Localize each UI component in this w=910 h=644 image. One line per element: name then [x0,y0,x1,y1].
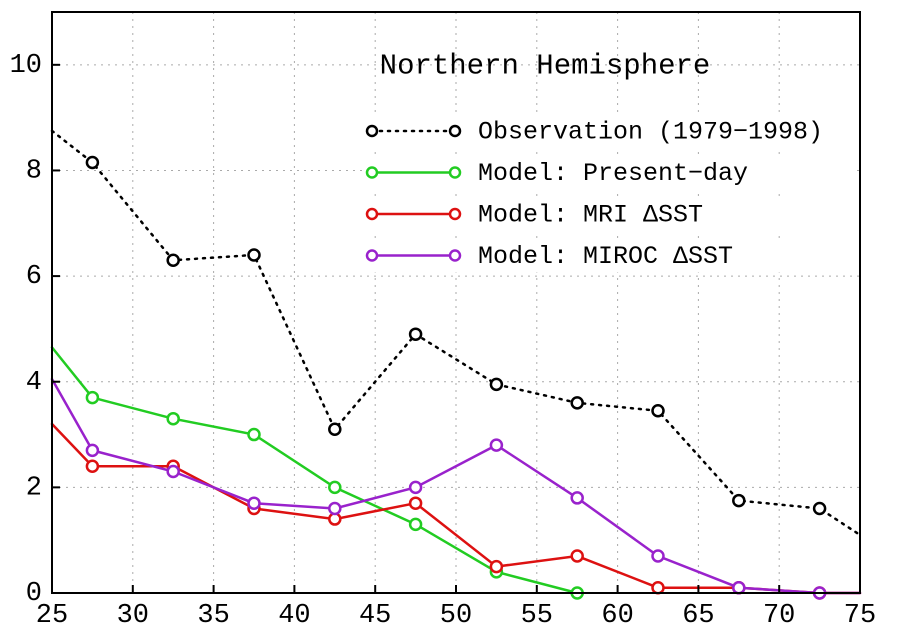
series-marker [166,253,180,267]
legend-label: Model: Present−day [478,159,748,188]
series-line [50,422,862,595]
series-marker [247,496,261,510]
series-marker [166,411,180,426]
series-marker [651,580,665,595]
series-marker [570,396,584,410]
x-tick-label: 75 [844,601,876,631]
x-tick-label: 50 [440,601,472,631]
series-marker [408,327,423,341]
legend-label: Model: MIROC ΔSST [478,242,733,271]
series-marker [408,517,423,532]
series-marker [85,443,100,458]
y-tick-label: 6 [26,262,42,292]
legend-label: Model: MRI ΔSST [478,201,703,230]
y-tick-label: 2 [26,473,42,503]
series-marker [489,559,504,574]
x-tick-label: 35 [197,601,229,631]
x-tick-label: 25 [36,601,68,631]
series-marker [732,493,746,508]
series-marker [489,438,504,452]
series-marker [328,501,342,516]
series-marker [489,377,504,392]
y-tick-label: 0 [26,579,42,609]
series-marker [732,580,746,595]
legend-marker [365,166,379,179]
y-tick-label: 10 [10,51,42,81]
legend-marker [365,249,379,262]
series-line [50,346,579,595]
y-tick-label: 4 [26,368,42,398]
y-tick-label: 8 [26,157,42,187]
series-marker [247,248,261,262]
series-marker [651,404,665,418]
series-marker [408,480,423,495]
x-tick-label: 40 [278,601,310,631]
x-tick-label: 70 [763,601,795,631]
series-marker [408,496,423,510]
x-tick-label: 45 [359,601,391,631]
legend-marker [448,124,462,138]
legend-marker [448,207,462,221]
series-marker [247,427,261,442]
legend: Observation (1979−1998) Model: Present−da… [362,114,852,273]
series-marker [812,501,827,516]
series-marker [328,480,342,495]
chart-title: Northern Hemisphere [380,50,711,83]
series-marker [85,459,100,473]
series-marker [85,155,100,170]
x-tick-label: 60 [601,601,633,631]
series-marker [85,390,100,405]
x-tick-label: 55 [521,601,553,631]
series-marker [570,491,584,505]
legend-marker [365,207,379,221]
x-tick-label: 30 [117,601,149,631]
series-line [50,377,862,595]
grid [51,12,861,594]
series-marker [570,549,584,563]
series-line [50,129,862,537]
x-tick-label: 65 [682,601,714,631]
series-marker [166,464,180,479]
legend-marker [448,249,462,262]
series-marker [651,549,665,563]
legend-marker [365,124,379,138]
legend-marker [448,166,462,179]
legend-label: Observation (1979−1998) [478,118,823,147]
series-marker [328,422,342,437]
